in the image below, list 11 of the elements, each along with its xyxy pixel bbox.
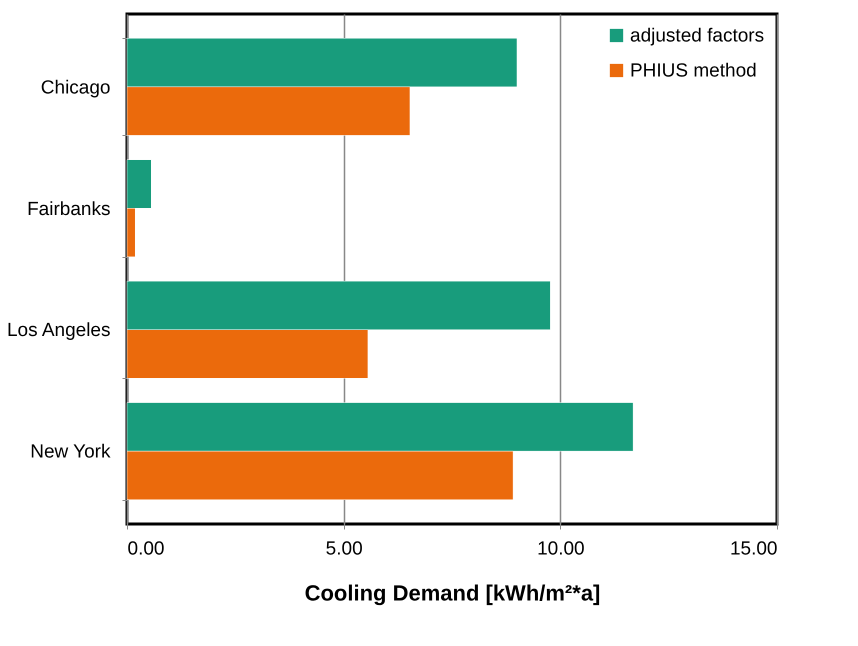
legend-label: adjusted factors [630, 26, 764, 46]
y-tick-label: Chicago [40, 77, 110, 98]
x-tick-label: 10.00 [537, 538, 585, 560]
y-tick-label: Fairbanks [27, 198, 110, 220]
x-tick-label: 0.00 [128, 538, 164, 560]
y-tick-label: Los Angeles [6, 320, 110, 342]
y-tick-label: New York [30, 442, 111, 463]
x-tick-label: 15.00 [730, 538, 778, 560]
x-axis-title: Cooling Demand [kWh/m²*a] [304, 580, 600, 606]
legend-label: PHIUS method [630, 60, 757, 82]
x-tick-label: 5.00 [326, 538, 363, 560]
